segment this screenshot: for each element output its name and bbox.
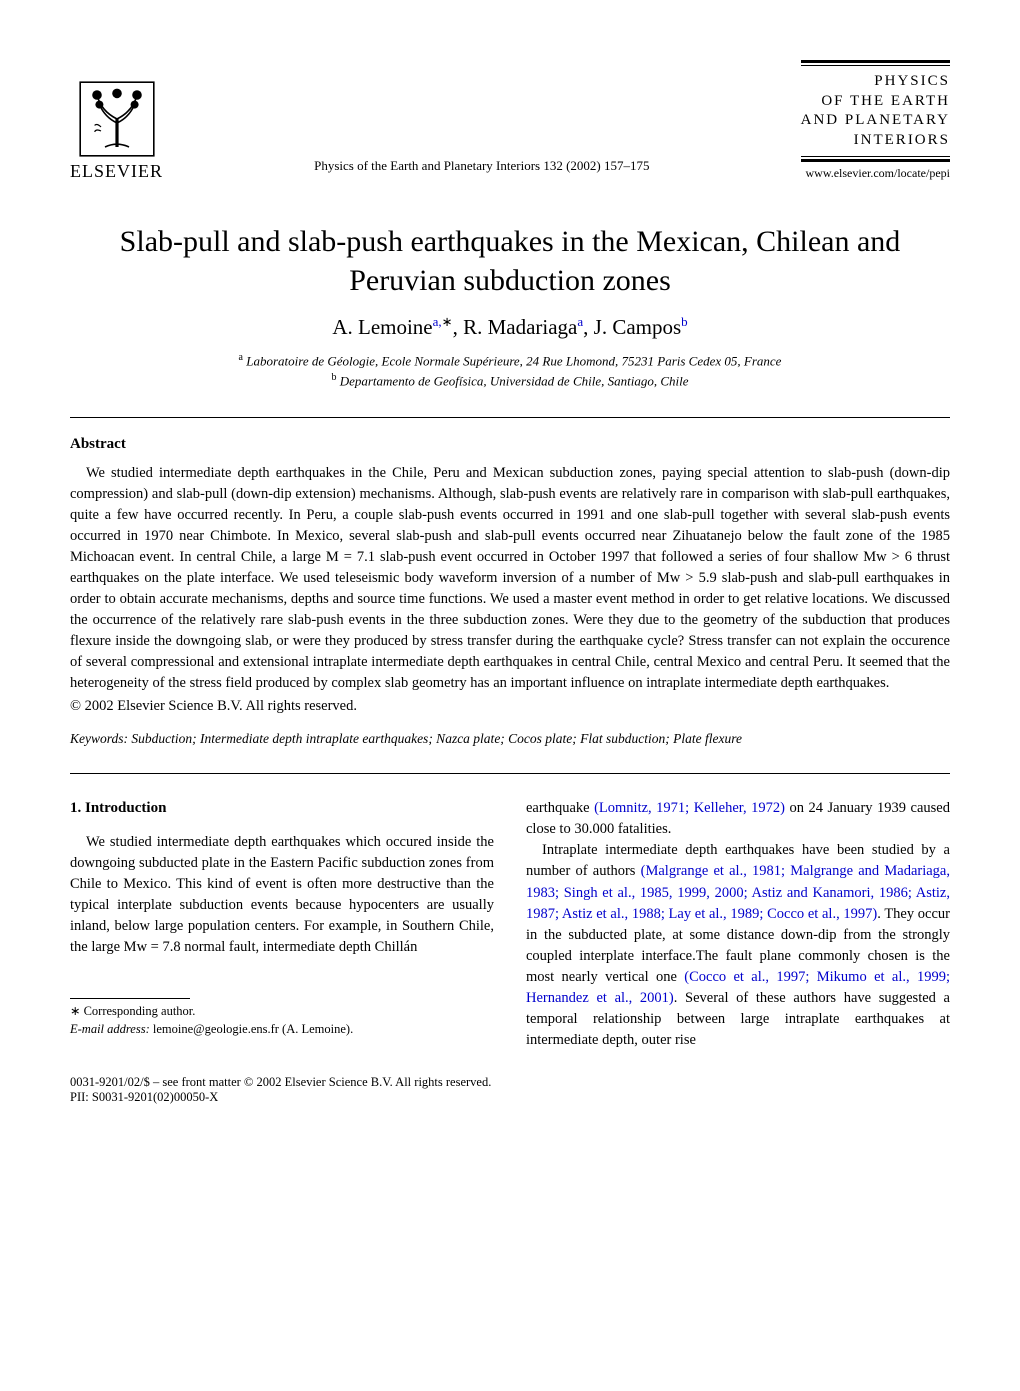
- author-1-aff[interactable]: a,: [433, 314, 442, 329]
- aff-b-text: Departamento de Geofísica, Universidad d…: [336, 374, 688, 389]
- page-header: ELSEVIER Physics of the Earth and Planet…: [70, 60, 950, 182]
- body-columns: 1. Introduction We studied intermediate …: [70, 798, 950, 1050]
- footer-line-2: PII: S0031-9201(02)00050-X: [70, 1090, 950, 1105]
- divider-bottom: [70, 773, 950, 774]
- author-1-corr[interactable]: ∗: [442, 314, 453, 329]
- intro-right-p2: Intraplate intermediate depth earthquake…: [526, 840, 950, 1050]
- journal-line-3: AND PLANETARY: [801, 111, 950, 131]
- journal-rule-top: [801, 60, 950, 66]
- intro-right-p1-a: earthquake: [526, 800, 594, 816]
- abstract-copyright: © 2002 Elsevier Science B.V. All rights …: [70, 696, 950, 717]
- footer-line-1: 0031-9201/02/$ – see front matter © 2002…: [70, 1075, 950, 1090]
- authors-line: A. Lemoinea,∗, R. Madariagaa, J. Camposb: [70, 314, 950, 340]
- author-2-name: , R. Madariaga: [453, 315, 578, 339]
- column-left: 1. Introduction We studied intermediate …: [70, 798, 494, 1050]
- footnote-email: E-mail address: lemoine@geologie.ens.fr …: [70, 1021, 494, 1039]
- footnote-email-label: E-mail address:: [70, 1022, 150, 1036]
- affiliation-a: a Laboratoire de Géologie, Ecole Normale…: [70, 350, 950, 371]
- keywords-line: Keywords: Subduction; Intermediate depth…: [70, 731, 950, 747]
- publisher-name: ELSEVIER: [70, 161, 163, 182]
- publisher-logo-block: ELSEVIER: [70, 79, 163, 182]
- journal-rule-bottom: [801, 156, 950, 162]
- aff-a-text: Laboratoire de Géologie, Ecole Normale S…: [243, 353, 781, 368]
- author-3-name: , J. Campos: [583, 315, 681, 339]
- intro-left-p1: We studied intermediate depth earthquake…: [70, 832, 494, 958]
- author-3-aff[interactable]: b: [681, 314, 688, 329]
- journal-line-2: OF THE EARTH: [801, 92, 950, 112]
- keywords-text: Subduction; Intermediate depth intraplat…: [128, 731, 742, 746]
- journal-title-block: PHYSICS OF THE EARTH AND PLANETARY INTER…: [801, 60, 950, 182]
- citation-lomnitz[interactable]: (Lomnitz, 1971; Kelleher, 1972): [594, 800, 785, 816]
- abstract-body: We studied intermediate depth earthquake…: [70, 463, 950, 717]
- journal-line-4: INTERIORS: [801, 131, 950, 151]
- article-title: Slab-pull and slab-push earthquakes in t…: [70, 222, 950, 300]
- abstract-heading: Abstract: [70, 436, 950, 453]
- author-1-name: A. Lemoine: [332, 315, 432, 339]
- journal-reference: Physics of the Earth and Planetary Inter…: [163, 158, 801, 182]
- footnotes: ∗ Corresponding author. E-mail address: …: [70, 1003, 494, 1038]
- affiliations: a Laboratoire de Géologie, Ecole Normale…: [70, 350, 950, 392]
- footnote-rule: [70, 998, 190, 999]
- elsevier-tree-icon: [77, 79, 157, 159]
- journal-url: www.elsevier.com/locate/pepi: [801, 166, 950, 182]
- footnote-corresponding: ∗ Corresponding author.: [70, 1003, 494, 1021]
- footnote-email-text: lemoine@geologie.ens.fr (A. Lemoine).: [150, 1022, 353, 1036]
- affiliation-b: b Departamento de Geofísica, Universidad…: [70, 370, 950, 391]
- intro-heading: 1. Introduction: [70, 798, 494, 820]
- divider-top: [70, 417, 950, 418]
- journal-line-1: PHYSICS: [801, 72, 950, 92]
- abstract-text: We studied intermediate depth earthquake…: [70, 463, 950, 694]
- keywords-label: Keywords:: [70, 731, 128, 746]
- column-right: earthquake (Lomnitz, 1971; Kelleher, 197…: [526, 798, 950, 1050]
- page-footer: 0031-9201/02/$ – see front matter © 2002…: [70, 1075, 950, 1105]
- intro-right-p1: earthquake (Lomnitz, 1971; Kelleher, 197…: [526, 798, 950, 840]
